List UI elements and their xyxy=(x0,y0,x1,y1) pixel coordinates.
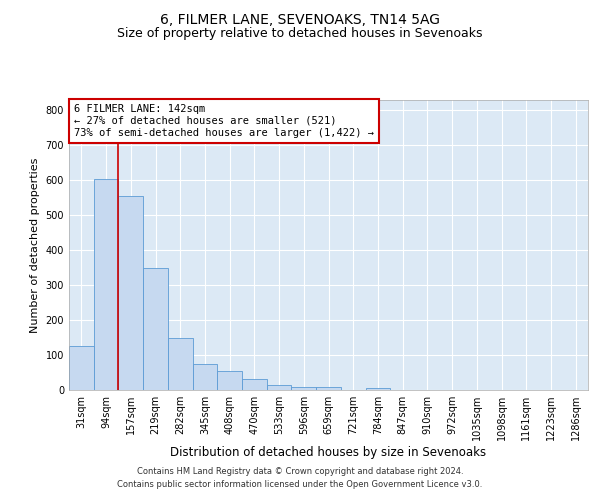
Text: 6, FILMER LANE, SEVENOAKS, TN14 5AG: 6, FILMER LANE, SEVENOAKS, TN14 5AG xyxy=(160,12,440,26)
Text: Contains HM Land Registry data © Crown copyright and database right 2024.
Contai: Contains HM Land Registry data © Crown c… xyxy=(118,468,482,489)
Bar xyxy=(94,178,118,390)
Text: Size of property relative to detached houses in Sevenoaks: Size of property relative to detached ho… xyxy=(117,28,483,40)
Bar xyxy=(242,379,267,390)
Bar xyxy=(316,386,341,390)
Bar xyxy=(143,268,168,390)
Bar xyxy=(292,386,316,390)
Text: 6 FILMER LANE: 142sqm
← 27% of detached houses are smaller (521)
73% of semi-det: 6 FILMER LANE: 142sqm ← 27% of detached … xyxy=(74,104,374,138)
Bar xyxy=(365,388,390,390)
Bar xyxy=(193,364,217,390)
X-axis label: Distribution of detached houses by size in Sevenoaks: Distribution of detached houses by size … xyxy=(170,446,487,459)
Y-axis label: Number of detached properties: Number of detached properties xyxy=(30,158,40,332)
Bar xyxy=(69,346,94,390)
Bar xyxy=(267,385,292,390)
Bar xyxy=(118,196,143,390)
Bar xyxy=(168,338,193,390)
Bar xyxy=(217,372,242,390)
